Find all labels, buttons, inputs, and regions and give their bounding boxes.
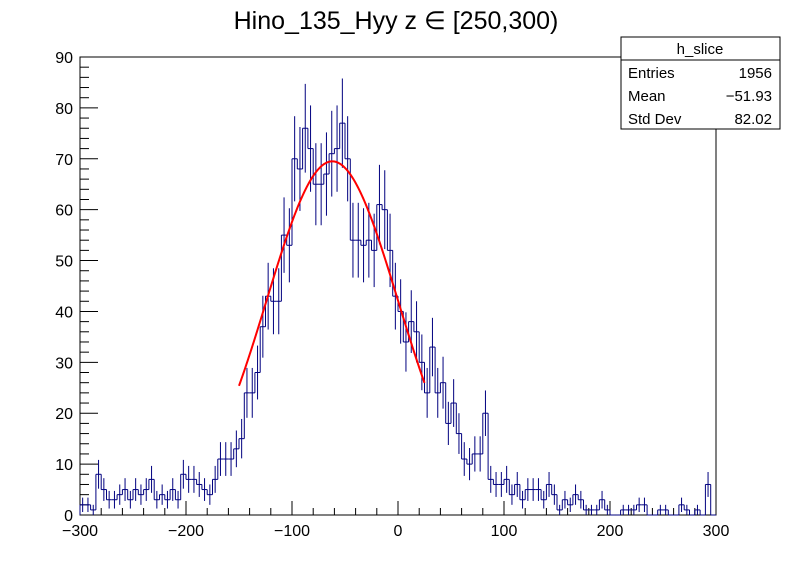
stats-box: h_slice Entries 1956 Mean −51.93 Std Dev…: [620, 36, 781, 130]
stats-box-title: h_slice: [677, 41, 724, 58]
error-bars: [82, 78, 709, 515]
stats-mean-value: −51.93: [726, 88, 772, 105]
x-tick-label: 300: [703, 523, 730, 540]
x-tick-label: 200: [597, 523, 624, 540]
histogram-bins: [79, 122, 716, 516]
y-tick-label: 80: [55, 101, 73, 118]
x-tick-label: −100: [274, 523, 310, 540]
stats-stddev-value: 82.02: [734, 111, 772, 128]
y-tick-label: 70: [55, 152, 73, 169]
stats-stddev-label: Std Dev: [628, 111, 682, 128]
stats-box-frame: [620, 36, 781, 130]
chart-title: Hino_135_Hyy z ∈ [250,300): [234, 7, 559, 35]
stats-entries-value: 1956: [739, 65, 772, 82]
x-tick-label: −300: [62, 523, 98, 540]
y-tick-label: 60: [55, 203, 73, 220]
x-axis: −300 −200 −100 0 100 200 300: [62, 501, 729, 540]
x-tick-label: −200: [168, 523, 204, 540]
y-tick-label: 50: [55, 254, 73, 271]
y-tick-label: 10: [55, 457, 73, 474]
y-tick-label: 0: [64, 508, 73, 525]
y-tick-label: 20: [55, 406, 73, 423]
y-tick-label: 40: [55, 304, 73, 321]
y-tick-label: 90: [55, 50, 73, 67]
stats-entries-label: Entries: [628, 65, 675, 82]
x-tick-label: 100: [491, 523, 518, 540]
gaussian-fit-curve: [238, 160, 426, 387]
x-tick-label: 0: [394, 523, 403, 540]
stats-mean-label: Mean: [628, 88, 666, 105]
y-tick-label: 30: [55, 355, 73, 372]
y-axis: 0 10 20 30 40 50 60 70 80 90: [55, 50, 98, 525]
